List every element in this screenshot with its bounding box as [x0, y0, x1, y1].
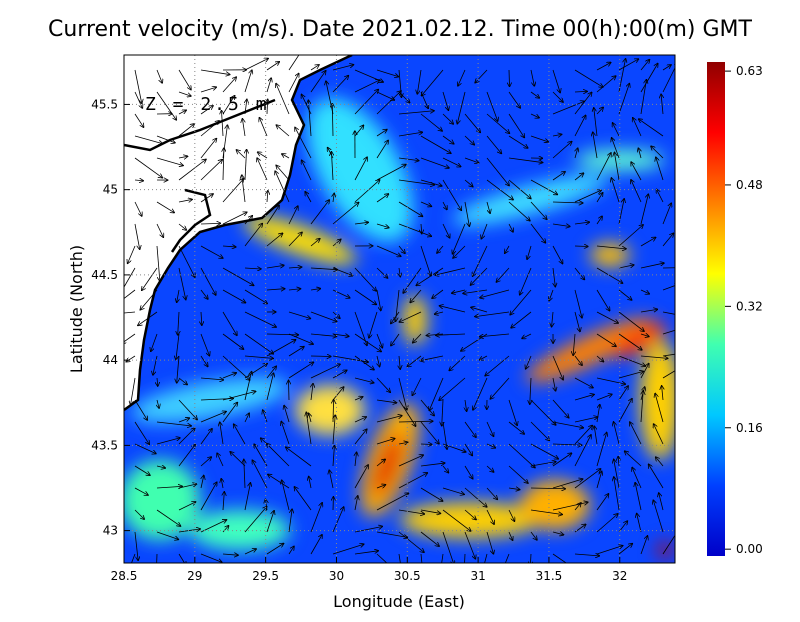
colorbar-tick-label: 0.16 — [736, 421, 763, 435]
velocity-field — [102, 47, 694, 590]
x-tick-label: 31.5 — [536, 569, 563, 583]
x-tick-label: 29.5 — [252, 569, 279, 583]
depth-annotation: Z = 2.5 m — [145, 94, 270, 115]
colorbar-tick-label: 0.00 — [736, 542, 763, 556]
colorbar-tick-label: 0.48 — [736, 178, 763, 192]
x-axis-label: Longitude (East) — [333, 592, 465, 611]
current-arrow — [509, 70, 510, 86]
y-tick-label: 43 — [103, 524, 118, 538]
x-tick-label: 32 — [612, 569, 627, 583]
x-tick-label: 30 — [329, 569, 344, 583]
y-axis-label: Latitude (North) — [67, 245, 86, 373]
y-tick-label: 44.5 — [91, 268, 118, 282]
y-tick-label: 45 — [103, 183, 118, 197]
x-tick-label: 29 — [187, 569, 202, 583]
y-tick-label: 43.5 — [91, 438, 118, 452]
colorbar — [707, 62, 725, 556]
x-tick-label: 30.5 — [394, 569, 421, 583]
colorbar-tick-label: 0.32 — [736, 299, 763, 313]
chart-title: Current velocity (m/s). Date 2021.02.12.… — [48, 17, 753, 42]
x-tick-label: 31 — [470, 569, 485, 583]
y-tick-label: 45.5 — [91, 97, 118, 111]
colorbar-tick-label: 0.63 — [736, 64, 763, 78]
x-tick-label: 28.5 — [111, 569, 138, 583]
y-tick-label: 44 — [103, 353, 118, 367]
